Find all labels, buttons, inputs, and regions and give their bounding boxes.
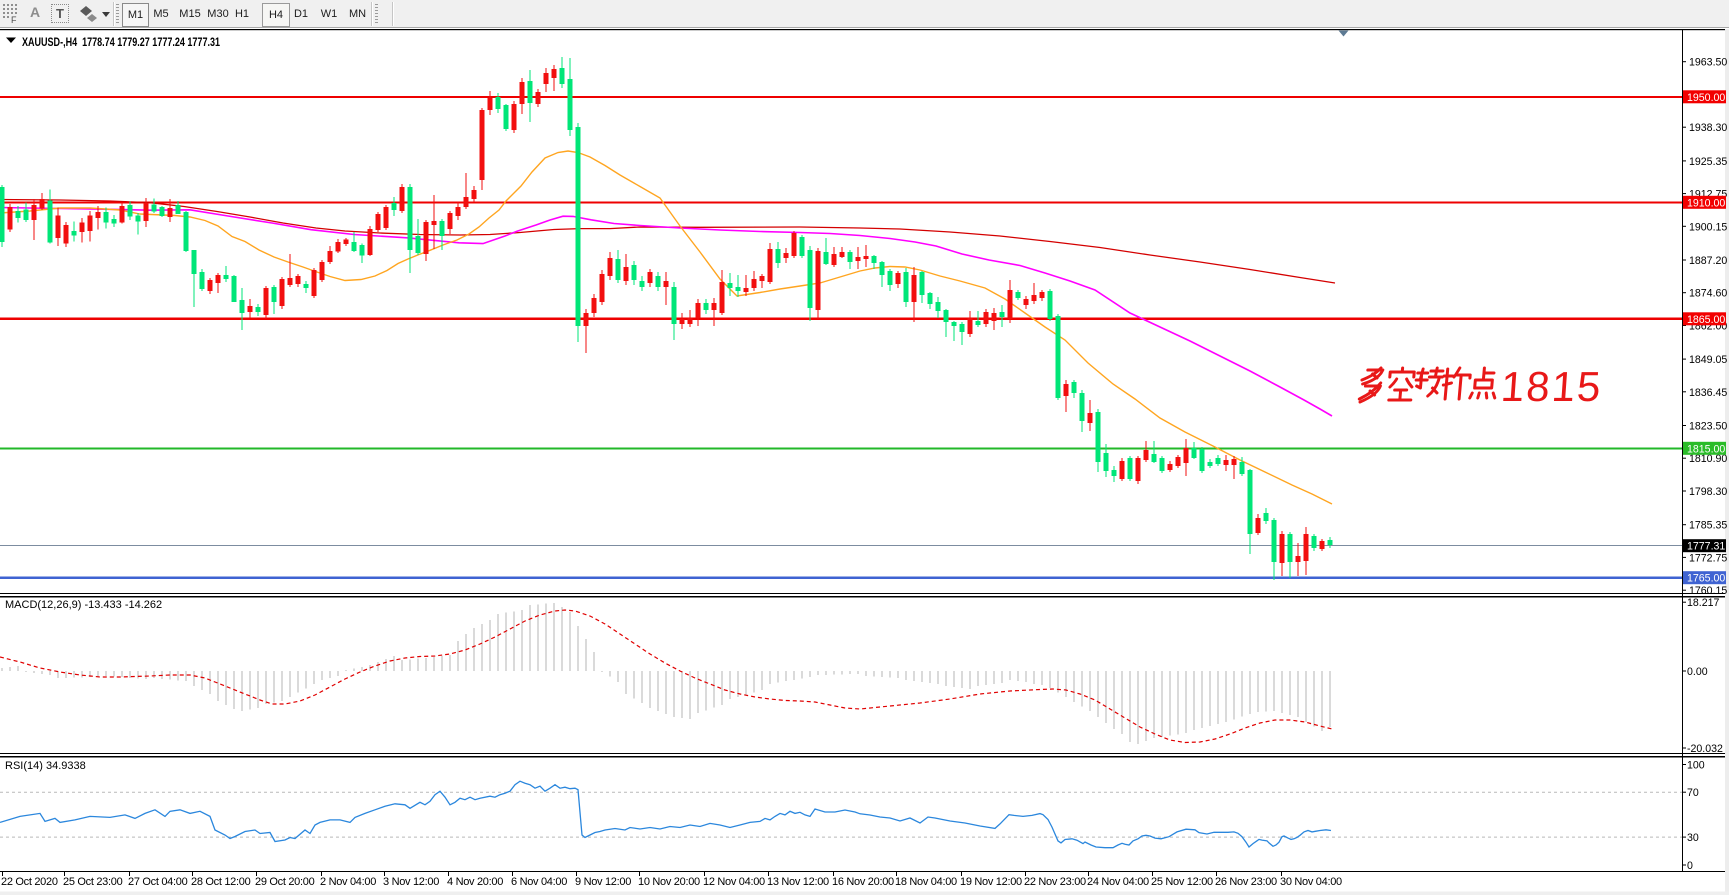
svg-text:24 Nov 04:00: 24 Nov 04:00 <box>1087 876 1149 888</box>
svg-text:1963.50: 1963.50 <box>1689 57 1727 69</box>
svg-text:RSI(14) 34.9338: RSI(14) 34.9338 <box>5 760 86 772</box>
svg-text:XAUUSD-,H4 1778.74 1779.27 17: XAUUSD-,H4 1778.74 1779.27 1777.24 1777.… <box>22 35 220 49</box>
svg-text:1925.35: 1925.35 <box>1689 156 1727 168</box>
svg-text:0.00: 0.00 <box>1687 666 1708 678</box>
svg-text:18 Nov 04:00: 18 Nov 04:00 <box>895 876 957 888</box>
svg-text:13 Nov 12:00: 13 Nov 12:00 <box>767 876 829 888</box>
svg-text:1874.60: 1874.60 <box>1689 288 1727 300</box>
svg-text:-20.032: -20.032 <box>1687 743 1723 755</box>
svg-text:22 Nov 23:00: 22 Nov 23:00 <box>1024 876 1086 888</box>
svg-text:29 Oct 20:00: 29 Oct 20:00 <box>255 876 315 888</box>
svg-text:4 Nov 20:00: 4 Nov 20:00 <box>447 876 503 888</box>
svg-text:1785.35: 1785.35 <box>1689 520 1727 532</box>
svg-text:1815.00: 1815.00 <box>1687 443 1725 455</box>
svg-text:30: 30 <box>1687 832 1699 844</box>
svg-text:30 Nov 04:00: 30 Nov 04:00 <box>1280 876 1342 888</box>
svg-text:1865.00: 1865.00 <box>1687 314 1725 326</box>
svg-text:MACD(12,26,9) -13.433 -14.262: MACD(12,26,9) -13.433 -14.262 <box>5 599 162 611</box>
svg-text:1760.15: 1760.15 <box>1689 585 1727 597</box>
svg-text:25 Nov 12:00: 25 Nov 12:00 <box>1151 876 1213 888</box>
svg-text:26 Nov 23:00: 26 Nov 23:00 <box>1215 876 1277 888</box>
svg-text:100: 100 <box>1687 760 1705 772</box>
svg-text:1887.20: 1887.20 <box>1689 255 1727 267</box>
svg-text:1810.90: 1810.90 <box>1689 453 1727 465</box>
svg-text:1950.00: 1950.00 <box>1687 92 1725 104</box>
svg-text:0: 0 <box>1687 860 1693 872</box>
svg-text:F: F <box>11 15 17 25</box>
svg-text:2 Nov 04:00: 2 Nov 04:00 <box>320 876 376 888</box>
svg-text:1823.50: 1823.50 <box>1689 421 1727 433</box>
svg-text:27 Oct 04:00: 27 Oct 04:00 <box>128 876 188 888</box>
svg-text:25 Oct 23:00: 25 Oct 23:00 <box>63 876 123 888</box>
svg-text:1772.75: 1772.75 <box>1689 552 1727 564</box>
svg-text:22 Oct 2020: 22 Oct 2020 <box>1 876 58 888</box>
svg-text:1910.00: 1910.00 <box>1687 197 1725 209</box>
svg-text:12 Nov 04:00: 12 Nov 04:00 <box>703 876 765 888</box>
svg-text:10 Nov 20:00: 10 Nov 20:00 <box>638 876 700 888</box>
svg-text:1836.45: 1836.45 <box>1689 387 1727 399</box>
svg-text:28 Oct 12:00: 28 Oct 12:00 <box>191 876 251 888</box>
svg-text:1777.31: 1777.31 <box>1687 541 1725 553</box>
svg-text:1900.15: 1900.15 <box>1689 221 1727 233</box>
svg-text:1815: 1815 <box>1499 363 1604 410</box>
svg-text:18.217: 18.217 <box>1687 597 1720 609</box>
svg-text:1798.30: 1798.30 <box>1689 486 1727 498</box>
svg-text:1849.05: 1849.05 <box>1689 354 1727 366</box>
svg-text:6 Nov 04:00: 6 Nov 04:00 <box>511 876 567 888</box>
svg-text:16 Nov 20:00: 16 Nov 20:00 <box>832 876 894 888</box>
svg-text:1765.00: 1765.00 <box>1687 573 1725 585</box>
svg-text:1938.30: 1938.30 <box>1689 122 1727 134</box>
svg-text:70: 70 <box>1687 787 1699 799</box>
svg-text:9 Nov 12:00: 9 Nov 12:00 <box>575 876 631 888</box>
svg-text:19 Nov 12:00: 19 Nov 12:00 <box>960 876 1022 888</box>
svg-text:3 Nov 12:00: 3 Nov 12:00 <box>383 876 439 888</box>
